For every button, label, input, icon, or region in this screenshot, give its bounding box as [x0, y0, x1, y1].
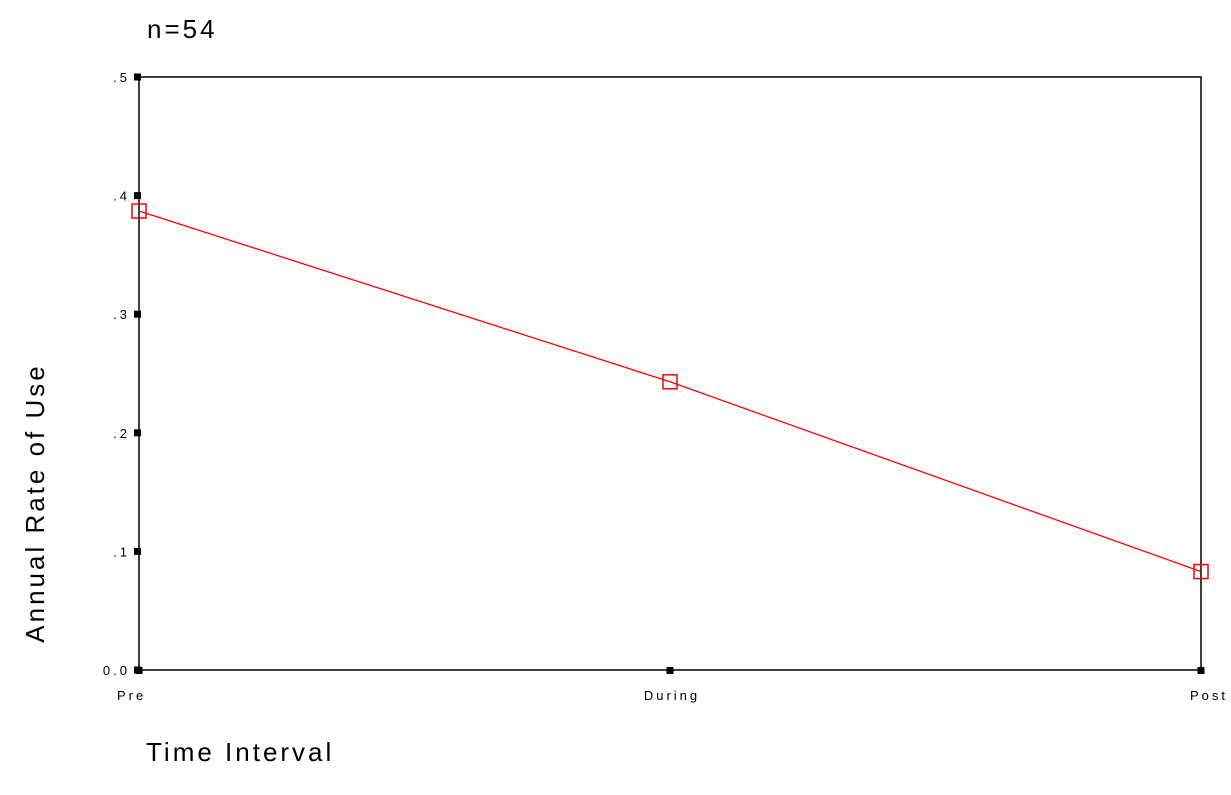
x-tick-mark: [135, 667, 143, 674]
y-tick-mark: [134, 429, 141, 437]
y-tick-label: .5: [113, 70, 130, 85]
series-layer: [131, 203, 1209, 580]
y-axis-ticks: 0.0 .1 .2 .3 .4 .5: [103, 70, 141, 678]
data-point-marker: [662, 374, 678, 390]
y-axis-title: Annual Rate of Use: [20, 363, 50, 642]
y-tick-mark: [134, 310, 141, 318]
y-tick-label: .2: [113, 426, 130, 441]
x-tick-label: Post: [1190, 688, 1228, 703]
x-axis-title: Time Interval: [146, 737, 334, 767]
y-tick-mark: [134, 192, 141, 200]
y-tick-label: .3: [113, 307, 130, 322]
x-tick-mark: [666, 667, 674, 674]
data-point-marker: [131, 203, 147, 219]
x-tick-label: During: [644, 688, 700, 703]
plot-frame: [138, 76, 1202, 671]
series-line: [138, 210, 1202, 573]
x-axis-ticks: Pre During Post: [117, 667, 1228, 703]
y-tick-mark: [134, 73, 141, 81]
x-tick-mark: [1197, 667, 1205, 674]
chart-subtitle: n=54: [147, 14, 218, 44]
y-tick-label: .4: [113, 189, 130, 204]
plot-area: [138, 76, 1202, 671]
y-tick-label: .1: [113, 544, 130, 559]
data-point-marker: [1193, 563, 1209, 580]
y-tick-label: 0.0: [103, 663, 130, 678]
x-tick-label: Pre: [117, 688, 146, 703]
y-tick-mark: [134, 547, 141, 555]
